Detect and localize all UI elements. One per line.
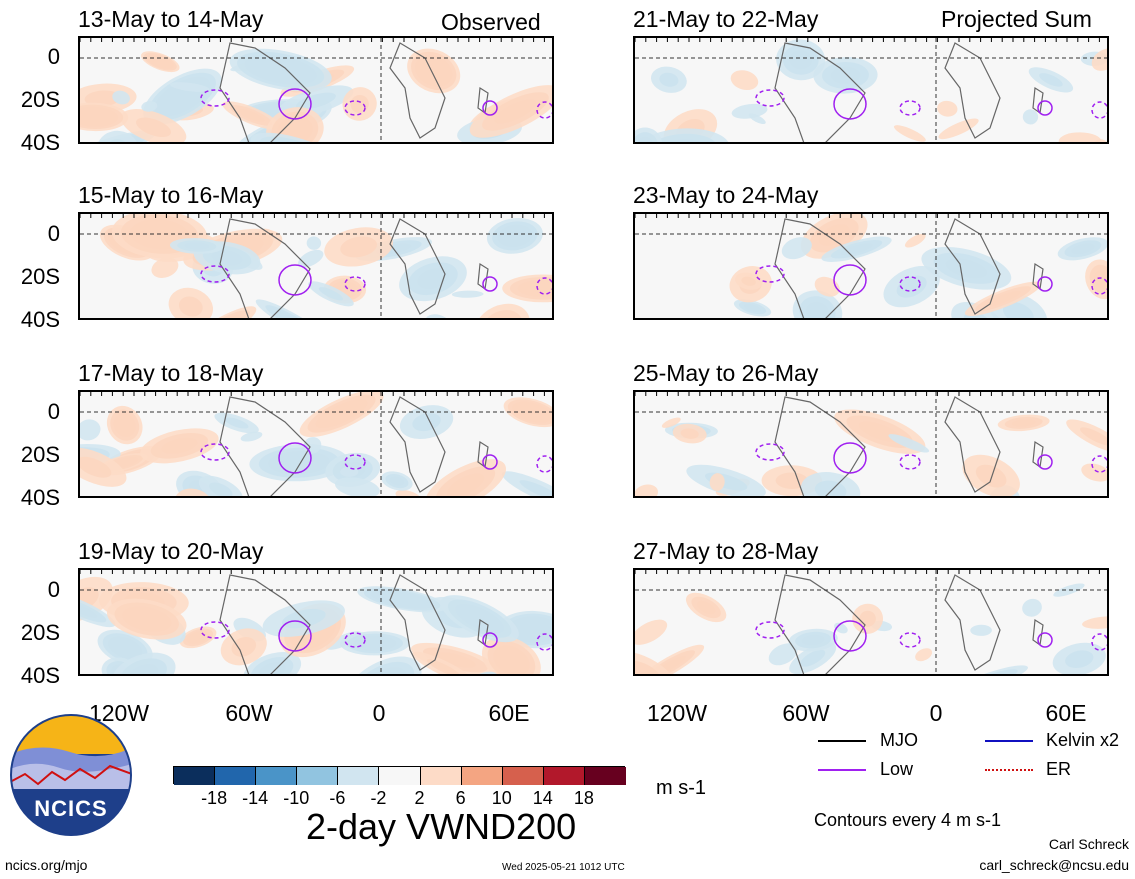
anomaly-field xyxy=(635,570,1107,674)
colorbar-swatch xyxy=(461,767,503,785)
anomaly-field xyxy=(635,214,1107,318)
lon-label: 0 xyxy=(929,700,943,726)
er-legend-label: ER xyxy=(1046,759,1072,779)
lat-label: 40S xyxy=(20,663,60,688)
lat-label: 40S xyxy=(20,130,60,155)
lat-label: 0 xyxy=(47,399,60,424)
panel-title: 17-May to 18-May xyxy=(78,360,264,386)
map-panel xyxy=(633,36,1109,144)
colorbar-swatch xyxy=(502,767,544,785)
panel-title: 27-May to 28-May xyxy=(633,538,819,564)
lat-label: 0 xyxy=(47,44,60,69)
lat-label: 20S xyxy=(20,442,60,467)
projected-label: Projected Sum xyxy=(941,6,1092,32)
colorbar-swatch xyxy=(584,767,626,785)
lat-label: 20S xyxy=(20,87,60,112)
map-panel xyxy=(78,36,554,144)
footer-email: carl_schreck@ncsu.edu xyxy=(979,857,1129,873)
footer-author: Carl Schreck xyxy=(1048,836,1129,852)
colorbar-ticks: -18 -14 -10 -6 -2 2 6 10 14 18 xyxy=(173,788,625,808)
panel-title: 13-May to 14-May xyxy=(78,6,264,32)
kelvin-legend-label: Kelvin x2 xyxy=(1046,730,1120,750)
ncics-logo: NCICS xyxy=(10,714,132,836)
mjo-legend-line xyxy=(818,740,866,742)
colorbar xyxy=(173,766,626,785)
colorbar-tick-label: 2 xyxy=(414,788,425,808)
lon-label: 60E xyxy=(488,700,530,726)
footer-url: ncics.org/mjo xyxy=(5,857,88,873)
colorbar-swatch xyxy=(256,767,298,785)
lat-label: 40S xyxy=(20,485,60,510)
logo-text: NCICS xyxy=(34,796,108,821)
map-panel xyxy=(78,568,554,676)
lat-label: 0 xyxy=(47,221,60,246)
colorbar-tick-label: -6 xyxy=(329,788,346,808)
footer-timestamp: Wed 2025-05-21 1012 UTC xyxy=(502,862,625,873)
colorbar-swatch xyxy=(338,767,380,785)
er-legend-line xyxy=(985,769,1033,771)
map-panel xyxy=(633,390,1109,498)
panel-title: 23-May to 24-May xyxy=(633,182,819,208)
colorbar-tick-label: -10 xyxy=(283,788,310,808)
lon-label: 0 xyxy=(372,700,386,726)
anomaly-field xyxy=(80,570,552,674)
contours-note: Contours every 4 m s-1 xyxy=(814,810,1002,830)
mjo-legend-label: MJO xyxy=(880,730,918,750)
map-panel xyxy=(78,390,554,498)
lat-label: 20S xyxy=(20,264,60,289)
panel-title: 19-May to 20-May xyxy=(78,538,264,564)
colorbar-swatch xyxy=(379,767,421,785)
panel-title: 21-May to 22-May xyxy=(633,6,819,32)
panel-title: 25-May to 26-May xyxy=(633,360,819,386)
anomaly-field xyxy=(80,214,552,318)
colorbar-tick-label: 18 xyxy=(573,788,594,808)
lon-label: 60E xyxy=(1045,700,1087,726)
anomaly-field xyxy=(80,38,552,142)
map-panel xyxy=(78,212,554,320)
main-title: 2-day VWND200 xyxy=(306,806,577,847)
lat-label: 20S xyxy=(20,620,60,645)
lat-label: 40S xyxy=(20,307,60,332)
colorbar-tick-label: 10 xyxy=(491,788,512,808)
colorbar-swatch xyxy=(174,767,216,785)
colorbar-tick-label: -14 xyxy=(242,788,269,808)
colorbar-tick-label: -18 xyxy=(201,788,228,808)
panel-title: 15-May to 16-May xyxy=(78,182,264,208)
anomaly-field xyxy=(80,392,552,496)
colorbar-tick-label: 14 xyxy=(532,788,553,808)
low-legend-line xyxy=(818,769,866,771)
low-legend-label: Low xyxy=(880,759,914,779)
map-panel xyxy=(633,212,1109,320)
colorbar-swatch xyxy=(420,767,462,785)
lat-label: 0 xyxy=(47,577,60,602)
anomaly-field xyxy=(635,392,1107,496)
colorbar-tick-label: -2 xyxy=(370,788,387,808)
colorbar-unit: m s-1 xyxy=(656,777,706,799)
map-panel xyxy=(633,568,1109,676)
observed-label: Observed xyxy=(441,9,541,35)
colorbar-swatch xyxy=(215,767,257,785)
lon-label: 60W xyxy=(225,700,273,726)
colorbar-tick-label: 6 xyxy=(455,788,466,808)
colorbar-swatch xyxy=(297,767,339,785)
colorbar-swatch xyxy=(543,767,585,785)
lon-label: 120W xyxy=(646,700,708,726)
lon-label: 60W xyxy=(782,700,830,726)
anomaly-field xyxy=(635,38,1107,142)
kelvin-legend-line xyxy=(985,740,1033,742)
